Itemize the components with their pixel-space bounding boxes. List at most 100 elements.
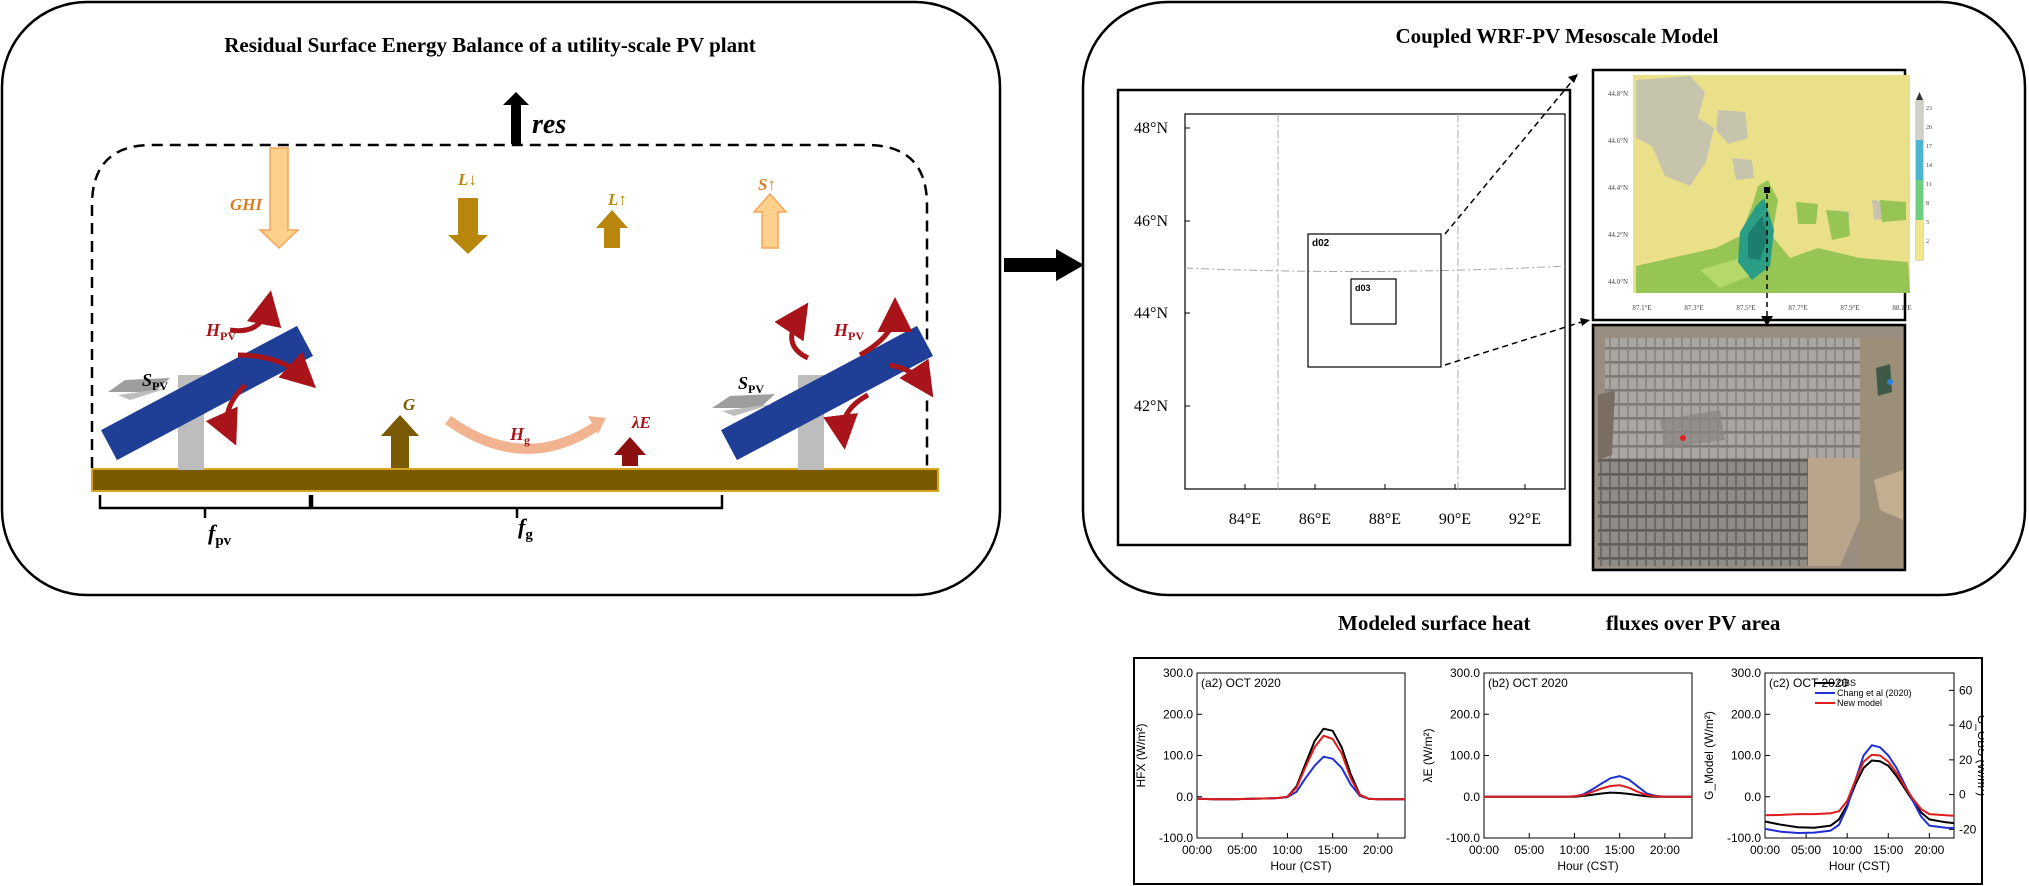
bottom-title-right: fluxes over PV area: [1606, 611, 1781, 635]
svg-text:44.0°N: 44.0°N: [1608, 278, 1628, 286]
g-label: G: [403, 395, 416, 414]
plot-area: [1196, 672, 1406, 839]
ground-surface: [91, 468, 939, 492]
series-line-new: [1764, 753, 1955, 817]
series-line-new: [1484, 784, 1692, 798]
y-axis-label: HFX (W/m²): [1134, 724, 1148, 788]
lon-label: 84°E: [1229, 511, 1261, 528]
l-down-arrow: [448, 198, 488, 254]
svg-text:87.7°E: 87.7°E: [1788, 304, 1807, 312]
pv-panel-left: [101, 325, 313, 461]
svg-text:44.2°N: 44.2°N: [1608, 231, 1628, 239]
hg-arrow: [445, 415, 601, 454]
ghi-arrow: [258, 147, 300, 250]
pv-panel-right: [721, 325, 933, 461]
x-tick-label: 15:00: [1873, 843, 1903, 857]
d02-domain: [1307, 233, 1442, 368]
landuse-lon-labels: 87.1°E 87.3°E 87.5°E 87.7°E 87.9°E 88.1°…: [1632, 304, 1911, 312]
x-tick-label: 10:00: [1832, 843, 1862, 857]
hpv-arrow-left-2: [237, 351, 317, 389]
y-tick-label: 300.0: [1731, 666, 1761, 680]
y2-tick-label: 20: [1959, 753, 1973, 767]
hpv-arrow-left-1: [229, 290, 282, 334]
panel-label: (b2) OCT 2020: [1488, 676, 1568, 690]
lat-label: 48°N: [1134, 120, 1168, 137]
lon-label: 90°E: [1439, 511, 1471, 528]
x-tick-label: 10:00: [1272, 843, 1302, 857]
spv-lightning-right: [712, 394, 775, 408]
series-line-chang: [1764, 744, 1955, 834]
hpv-arrow-right-3: [889, 358, 934, 398]
svg-text:87.3°E: 87.3°E: [1684, 304, 1703, 312]
lat-label: 42°N: [1134, 398, 1168, 415]
y-tick-label: 0.0: [1176, 790, 1193, 804]
res-label: res: [532, 109, 566, 140]
left-panel-frame: [0, 0, 1002, 597]
right-panel-title: Coupled WRF-PV Mesoscale Model: [1396, 24, 1719, 48]
lat-tick-labels: 48°N 46°N 44°N 42°N: [1134, 120, 1168, 415]
y-tick-label: 0.0: [1463, 790, 1480, 804]
y-axis-label: λE (W/m²): [1421, 729, 1435, 783]
flux-chart-3: 300.0 200.0 100.0 0.0 -100.000:00 05:00 10:00 1…: [1702, 666, 1984, 873]
zoom-line-bottom: [1444, 319, 1589, 366]
svg-text:44.6°N: 44.6°N: [1608, 137, 1628, 145]
hpv-label-right: HPV: [833, 320, 864, 343]
left-to-right-arrow: [1004, 249, 1084, 281]
svg-text:44.4°N: 44.4°N: [1608, 184, 1628, 192]
svg-text:14: 14: [1926, 163, 1932, 169]
lambda-e-arrow: [614, 437, 646, 466]
y-tick-label: 100.0: [1450, 749, 1480, 763]
legend-label: Chang et al (2020): [1837, 688, 1912, 698]
y-tick-label: 300.0: [1450, 666, 1480, 680]
spv-label-left: SPV: [142, 370, 168, 393]
satellite-image: [1595, 327, 1903, 568]
pv-site-marker: [1764, 187, 1770, 193]
left-panel-title: Residual Surface Energy Balance of a uti…: [224, 33, 756, 57]
s-up-label: S↑: [758, 175, 776, 194]
y-tick-label: -100.0: [1159, 831, 1193, 845]
series-line-new: [1196, 734, 1405, 801]
svg-text:87.9°E: 87.9°E: [1840, 304, 1859, 312]
landuse-patches: [1636, 76, 1910, 293]
lon-label: 88°E: [1369, 511, 1401, 528]
x-tick-label: 20:00: [1650, 843, 1680, 857]
hpv-arrow-right-4: [823, 392, 870, 450]
s-up-arrow: [752, 192, 788, 249]
y-tick-label: 200.0: [1163, 707, 1193, 721]
lambda-e-label: λE: [631, 413, 651, 432]
svg-text:87.5°E: 87.5°E: [1736, 304, 1755, 312]
hg-label: Hg: [509, 424, 530, 447]
hpv-arrow-right-2: [858, 297, 913, 358]
lat-label: 44°N: [1134, 305, 1168, 322]
spv-label-right: SPV: [738, 373, 764, 396]
lat-label: 46°N: [1134, 213, 1168, 230]
colorbar-labels: 23 20 17 14 11 8 5 2: [1926, 106, 1932, 245]
x-tick-label: 10:00: [1559, 843, 1589, 857]
x-tick-label: 20:00: [1363, 843, 1393, 857]
x-tick-label: 00:00: [1469, 843, 1499, 857]
x-axis-label: Hour (CST): [1829, 859, 1890, 873]
landuse-lat-labels: 44.8°N 44.6°N 44.4°N 44.2°N 44.0°N: [1608, 90, 1628, 286]
y-tick-label: 0.0: [1744, 790, 1761, 804]
y2-tick-label: 60: [1959, 683, 1973, 697]
x-tick-label: 15:00: [1318, 843, 1348, 857]
x-tick-label: 05:00: [1791, 843, 1821, 857]
fpv-label: fpv: [208, 520, 232, 549]
svg-text:11: 11: [1926, 182, 1932, 188]
x-tick-label: 00:00: [1750, 843, 1780, 857]
d03-label: d03: [1355, 283, 1371, 293]
lon-label: 86°E: [1299, 511, 1331, 528]
d03-domain: [1350, 278, 1397, 325]
l-down-label: L↓: [457, 170, 477, 189]
panel-label: (c2) OCT 2020: [1769, 676, 1848, 690]
landuse-colorbar: [1915, 92, 1924, 261]
y2-tick-label: 0: [1959, 788, 1966, 802]
bottom-title-left: Modeled surface heat: [1338, 611, 1531, 635]
y-tick-label: 100.0: [1731, 749, 1761, 763]
hpv-arrow-left-3: [205, 383, 247, 446]
series-line-obs: [1764, 759, 1955, 829]
svg-text:87.1°E: 87.1°E: [1632, 304, 1651, 312]
control-volume-dashed: [90, 143, 929, 468]
svg-text:44.8°N: 44.8°N: [1608, 90, 1628, 98]
